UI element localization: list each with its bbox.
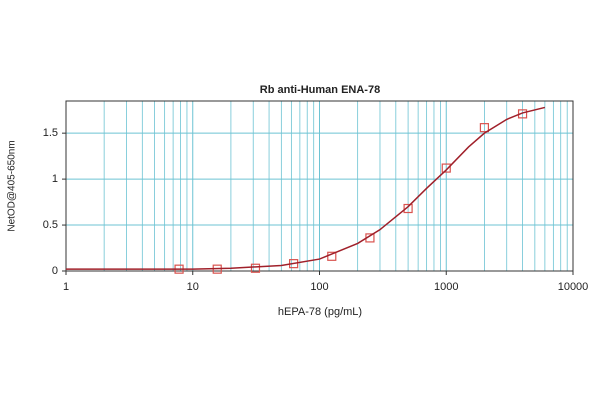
plot-frame <box>65 100 574 272</box>
data-point <box>250 263 261 273</box>
chart-title: Rb anti-Human ENA-78 <box>260 84 380 96</box>
fit-curve <box>66 106 546 270</box>
data-point <box>479 123 490 133</box>
y-axis-label: NetOD@405-650nm <box>7 140 18 231</box>
x-tick-label: 1 <box>63 281 69 293</box>
y-tick-label: 1 <box>52 173 58 185</box>
x-axis-label: hEPA-78 (pg/mL) <box>278 306 362 318</box>
x-tick-label: 100 <box>310 281 328 293</box>
x-tick-label: 10000 <box>558 281 589 293</box>
y-tick-label: 1.5 <box>43 127 58 139</box>
data-point <box>403 203 413 214</box>
y-tick-label: 0.5 <box>43 219 58 231</box>
data-point <box>441 163 451 173</box>
x-tick-label: 1000 <box>434 281 458 293</box>
y-tick-label: 0 <box>52 265 58 277</box>
x-tick-label: 10 <box>187 281 199 293</box>
